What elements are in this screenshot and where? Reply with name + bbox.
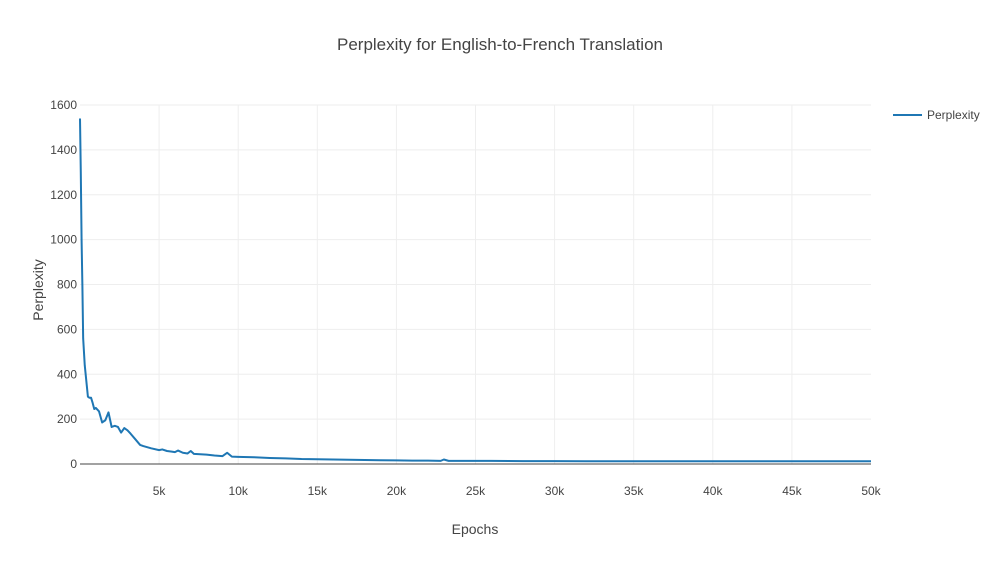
x-tick-label: 45k (782, 484, 802, 498)
y-tick-label: 600 (57, 322, 77, 336)
y-tick-label: 400 (57, 367, 77, 381)
y-tick-label: 200 (57, 412, 77, 426)
x-tick-label: 20k (387, 484, 407, 498)
y-tick-label: 1400 (50, 143, 77, 157)
x-tick-label: 50k (861, 484, 881, 498)
x-tick-label: 30k (545, 484, 565, 498)
x-tick-label: 35k (624, 484, 644, 498)
series-layer (79, 118, 871, 463)
legend-label-perplexity: Perplexity (927, 108, 980, 122)
x-tick-label: 25k (466, 484, 486, 498)
x-tick-label: 5k (153, 484, 167, 498)
y-tick-label: 1000 (50, 233, 77, 247)
y-tick-label: 1600 (50, 98, 77, 112)
x-tick-label: 10k (229, 484, 249, 498)
y-axis-title: Perplexity (30, 259, 46, 320)
y-tick-label: 800 (57, 278, 77, 292)
tick-label-layer: 0 200 400 600 800 1000 1200 1400 1600 5k 10k 15k 20k… (50, 98, 881, 498)
x-tick-label: 15k (308, 484, 328, 498)
legend[interactable]: Perplexity (893, 108, 980, 122)
series-line-perplexity[interactable] (79, 118, 871, 463)
x-axis-title: Epochs (452, 521, 499, 537)
grid-layer (80, 104, 871, 464)
chart-title: Perplexity for English-to-French Transla… (337, 35, 663, 54)
y-tick-label: 1200 (50, 188, 77, 202)
x-tick-label: 40k (703, 484, 723, 498)
y-tick-label: 0 (70, 457, 77, 471)
